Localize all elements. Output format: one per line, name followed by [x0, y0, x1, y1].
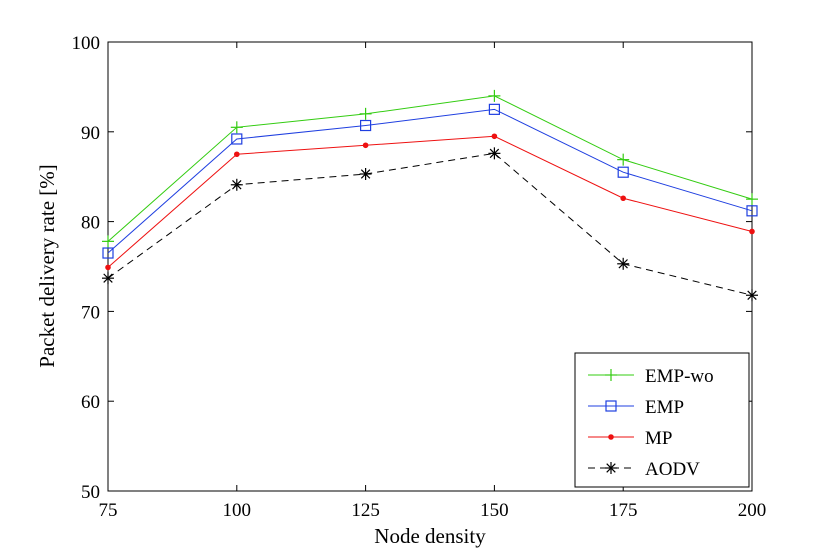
data-point-aodv — [102, 272, 114, 285]
y-tick-label: 80 — [81, 213, 100, 234]
y-tick-label: 100 — [72, 33, 101, 54]
data-point-emp-wo — [359, 107, 372, 120]
data-point-mp — [362, 142, 369, 149]
data-point-emp-wo — [617, 153, 630, 166]
data-point-emp — [231, 133, 243, 145]
y-tick-label: 70 — [81, 302, 100, 323]
series-emp-wo — [102, 89, 758, 248]
series-emp — [102, 103, 758, 259]
data-point-emp-wo — [230, 121, 243, 134]
legend-marker-mp — [608, 434, 614, 440]
y-tick-label: 90 — [81, 123, 100, 144]
legend-marker-emp — [605, 400, 617, 412]
data-point-emp — [617, 166, 629, 178]
x-tick-label: 100 — [223, 500, 252, 521]
legend-label: EMP-wo — [645, 366, 714, 387]
legend-marker-emp-wo — [605, 369, 617, 381]
data-point-emp — [746, 205, 758, 217]
data-point-mp — [105, 264, 111, 271]
y-tick-label: 50 — [81, 482, 100, 503]
axis-ticks: 75 100 125 150 175 200 50 60 70 80 90 100 — [72, 33, 767, 521]
series-line-emp-wo — [107, 95, 753, 242]
data-point-aodv — [488, 147, 501, 160]
data-point-emp — [360, 119, 372, 132]
y-axis-label: Packet delivery rate [%] — [35, 164, 59, 367]
x-tick-label: 200 — [738, 500, 767, 521]
data-point-emp-wo — [488, 89, 501, 102]
legend: EMP-wo EMP MP AODV — [574, 352, 750, 488]
data-point-mp — [491, 133, 498, 140]
legend-item-mp: MP — [588, 428, 672, 449]
legend-item-emp-wo: EMP-wo — [588, 366, 714, 387]
series-line-emp — [107, 108, 753, 254]
legend-label: AODV — [645, 459, 700, 480]
x-axis-label: Node density — [374, 524, 486, 548]
data-point-emp-wo — [746, 193, 758, 206]
data-point-mp — [749, 228, 755, 235]
data-point-aodv — [617, 257, 630, 270]
y-tick-label: 60 — [81, 392, 100, 413]
legend-label: EMP — [645, 397, 684, 418]
data-point-aodv — [746, 289, 758, 302]
series-aodv — [102, 147, 758, 302]
x-tick-label: 75 — [99, 500, 118, 521]
series-layer — [102, 89, 758, 302]
data-point-aodv — [230, 178, 243, 191]
x-tick-label: 150 — [480, 500, 509, 521]
legend-item-emp: EMP — [588, 397, 684, 418]
data-point-mp — [620, 195, 627, 202]
series-mp — [105, 133, 755, 271]
legend-label: MP — [645, 428, 672, 449]
data-point-emp — [102, 247, 114, 259]
series-line-mp — [107, 135, 753, 268]
data-point-mp — [234, 151, 240, 158]
series-line-aodv — [107, 152, 753, 296]
data-point-aodv — [359, 168, 372, 181]
legend-marker-aodv — [605, 462, 617, 474]
x-tick-label: 125 — [351, 500, 380, 521]
x-tick-label: 175 — [609, 500, 638, 521]
data-point-emp-wo — [102, 235, 114, 248]
data-point-emp — [488, 103, 500, 115]
legend-item-aodv: AODV — [588, 459, 700, 480]
